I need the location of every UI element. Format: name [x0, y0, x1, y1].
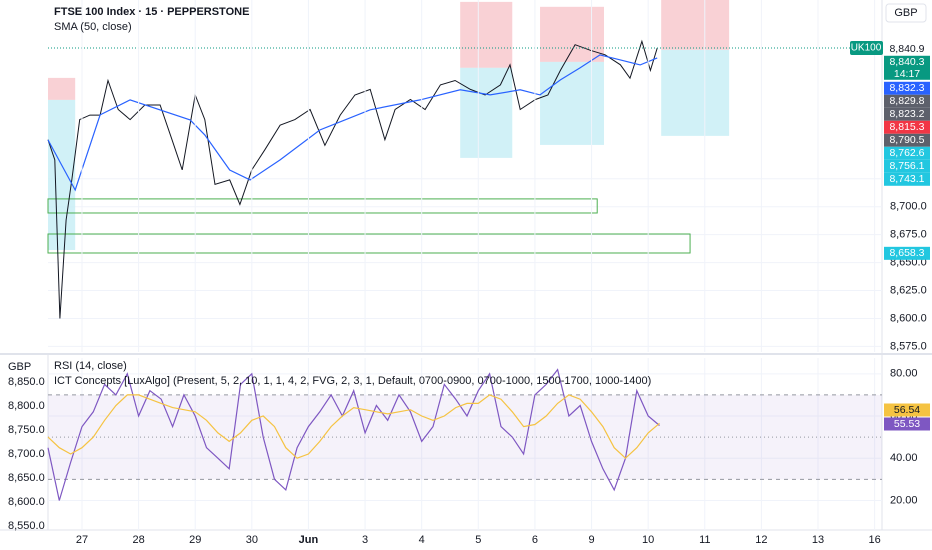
x-tick-label: 5 — [475, 534, 481, 546]
price-tag — [884, 146, 930, 160]
price-tag — [884, 94, 930, 108]
x-tick-label: 10 — [642, 534, 654, 546]
zone — [48, 77, 76, 100]
price-tag-label: 8,743.1 — [889, 173, 924, 185]
zone — [661, 0, 730, 50]
price-tag — [884, 159, 930, 173]
x-tick-label: 29 — [189, 534, 201, 546]
price-tag-label: 8,790.5 — [889, 134, 924, 146]
value-tag — [884, 403, 930, 417]
left-tick-label: 8,550.0 — [8, 520, 45, 532]
x-tick-label: 16 — [869, 534, 881, 546]
symbol-tag-label: UK100 — [851, 43, 882, 54]
price-tag-label: 8,829.8 — [889, 95, 924, 107]
x-tick-label: 3 — [362, 534, 368, 546]
zone — [540, 61, 604, 145]
y-tick-label: 8,700.0 — [890, 201, 927, 213]
chart-title: FTSE 100 Index · 15 · PEPPERSTONE — [54, 6, 249, 18]
zone — [661, 49, 730, 136]
series-line — [47, 368, 660, 501]
value-tag-label: 55.53 — [894, 418, 920, 430]
zone — [540, 6, 604, 62]
series-line — [47, 394, 660, 460]
price-tag — [884, 107, 930, 121]
y-tick-label: 8,625.0 — [890, 284, 927, 296]
x-tick-label: Jun — [299, 534, 319, 546]
x-tick-label: 11 — [699, 534, 710, 546]
x-tick-label: 28 — [132, 534, 144, 546]
series-line — [47, 54, 658, 192]
zone — [460, 67, 513, 158]
price-tag — [884, 55, 930, 69]
price-line — [47, 39, 658, 319]
left-tick-label: 8,850.0 — [8, 376, 45, 388]
zone — [47, 233, 691, 254]
price-tag-label: 8,815.3 — [889, 121, 924, 133]
y-tick-label: 80.00 — [890, 368, 918, 380]
symbol-tag — [850, 41, 883, 56]
price-tag — [884, 246, 930, 260]
y-tick-label: 8,675.0 — [890, 229, 927, 241]
left-tick-label: 8,650.0 — [8, 472, 45, 484]
price-tag — [884, 133, 930, 147]
x-tick-label: 13 — [812, 534, 824, 546]
sma-legend: SMA (50, close) — [54, 21, 132, 33]
value-tag — [884, 417, 930, 431]
price-tag-label: 8,756.1 — [889, 160, 924, 172]
y-tick-label: 8,600.0 — [890, 312, 927, 324]
price-tag — [884, 81, 930, 95]
price-tag — [884, 172, 930, 186]
left-tick-label: 8,750.0 — [8, 424, 45, 436]
y-tick-label: 40.00 — [890, 452, 918, 464]
price-tag-label: 8,840.9 — [889, 43, 924, 55]
zone — [48, 99, 76, 250]
price-tag-label: 8,658.3 — [889, 247, 924, 259]
y-tick-label: 8,575.0 — [890, 340, 927, 352]
x-tick-label: 9 — [588, 534, 594, 546]
price-tag-label: 8,823.2 — [889, 108, 924, 120]
x-tick-label: 12 — [755, 534, 767, 546]
zone — [47, 198, 598, 214]
x-tick-label: 6 — [532, 534, 538, 546]
axis-unit: GBP — [894, 7, 917, 19]
price-tag-label: 8,840.3 — [889, 56, 924, 68]
x-tick-label: 4 — [419, 534, 425, 546]
ict-title: ICT Concepts [LuxAlgo] (Present, 5, 2, 1… — [54, 375, 651, 387]
left-axis-unit: GBP — [8, 361, 31, 373]
unit-button[interactable] — [885, 3, 927, 23]
zone — [460, 1, 513, 68]
left-tick-label: 8,600.0 — [8, 496, 45, 508]
value-tag-label: 56.54 — [894, 404, 920, 416]
x-tick-label: 30 — [246, 534, 258, 546]
left-tick-label: 8,700.0 — [8, 448, 45, 460]
y-tick-label: 20.00 — [890, 494, 918, 506]
left-tick-label: 8,800.0 — [8, 400, 45, 412]
price-tag — [884, 120, 930, 134]
countdown-bg — [884, 67, 930, 80]
countdown: 14:17 — [894, 68, 920, 80]
plot-layer — [47, 0, 882, 530]
price-tag-label: 8,762.6 — [889, 147, 924, 159]
price-tag — [884, 42, 930, 56]
rsi-title: RSI (14, close) — [54, 360, 127, 372]
price-tag-label: 8,832.3 — [889, 82, 924, 94]
x-tick-label: 27 — [76, 534, 88, 546]
